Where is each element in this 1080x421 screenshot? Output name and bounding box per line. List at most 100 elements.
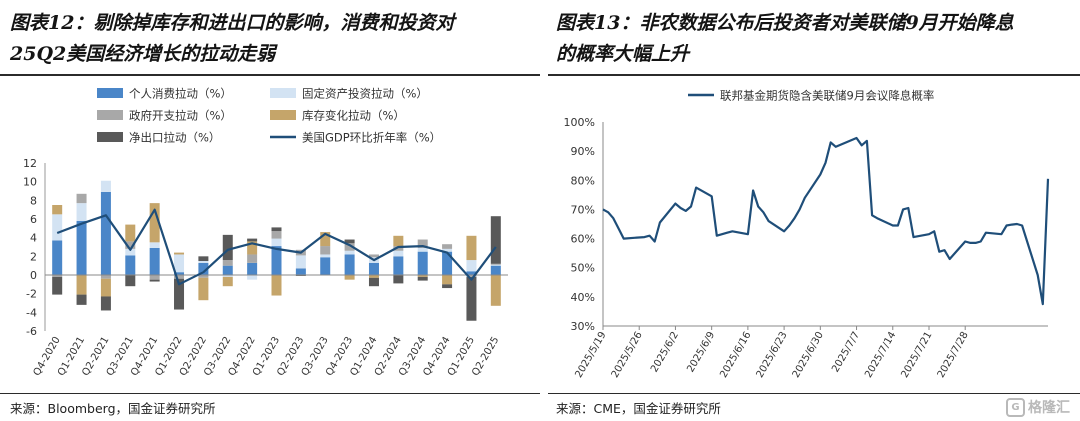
bar-segment-investment [320,254,331,258]
bar-segment-net_export [52,276,63,295]
bar-segment-government [52,275,63,277]
bar-segment-net_export [417,276,428,281]
y-tick-label: 60% [571,233,595,246]
y-tick-label: 12 [23,157,37,170]
x-tick-label: 2025/6/23 [755,330,790,380]
watermark-text: 格隆汇 [1028,400,1070,416]
y-tick-label: 80% [571,174,595,187]
legend-label: 库存变化拉动（%） [302,109,405,123]
probability-line [602,136,1050,306]
watermark-logo-icon: G [1006,397,1025,417]
bar-segment-government [271,231,282,239]
right-title-rule [548,74,1080,76]
rate-cut-probability-chart: 联邦基金期货隐含美联储9月会议降息概率 30% 40% 50% 60% 70% 80% 90%… [564,89,1050,380]
legend-swatch-inventory [270,110,296,120]
legend-label: 政府开支拉动（%） [129,109,232,123]
bar-segment-investment [466,260,477,272]
bar-segment-inventory [52,205,63,215]
bar-segment-consumption [198,262,209,275]
bar-segment-net_export [100,296,111,311]
x-tick-label: 2025/6/16 [718,330,753,380]
y-tick-label: 50% [571,262,595,275]
bar-segment-net_export [393,275,404,284]
y-tick-label: -4 [26,306,37,319]
right-source: 来源：CME，国金证券研究所 [556,401,721,416]
gdp-line [56,208,497,286]
right-title-line1: 图表13：非农数据公布后投资者对美联储9月开始降息 [556,12,1014,34]
y-tick-label: 30% [571,320,595,333]
x-tick-label: 2025/6/2 [649,330,681,374]
bar-segment-government [344,243,355,251]
bar-segment-consumption [393,256,404,275]
y-tick-label: 0 [30,269,37,282]
bar-segment-government [442,244,453,249]
bar-segment-inventory [100,278,111,297]
bar-segment-net_export [149,279,160,282]
bar-segment-net_export [222,234,233,261]
x-tick-label: 2025/5/26 [610,330,645,380]
y-tick-label: 100% [564,116,595,129]
legend-label: 联邦基金期货隐含美联储9月会议降息概率 [720,89,934,103]
bar-segment-investment [344,250,355,255]
bar-segment-government [222,260,233,266]
bar-segment-consumption [76,220,87,275]
watermark: G 格隆汇 [1006,397,1070,417]
bar-segment-investment [222,275,233,277]
legend-label: 净出口拉动（%） [129,131,220,145]
bar-segment-investment [125,248,136,256]
bar-segment-net_export [368,277,379,287]
bar-segment-inventory [442,275,453,285]
bar-segment-consumption [295,268,306,275]
bar-segment-government [100,275,111,279]
bar-segment-investment [442,248,453,252]
left-title-rule [0,74,540,76]
bar-segment-investment [52,214,63,241]
right-panel: 图表13：非农数据公布后投资者对美联储9月开始降息 的概率大幅上升 联邦基金期货… [548,0,1080,421]
bar-segment-inventory [149,203,160,243]
bar-segment-inventory [417,275,428,277]
left-title-line1: 图表12：剔除掉库存和进出口的影响，消费和投资对 [10,12,455,34]
bar-segment-investment [100,180,111,192]
bar-segment-inventory [247,241,258,255]
bar-segment-net_export [247,238,258,242]
bar-segment-net_export [271,227,282,232]
bar-segment-government [198,275,209,278]
bar-segment-inventory [76,275,87,295]
bar-segment-government [125,241,136,249]
bar-segment-inventory [125,224,136,242]
bar-segment-consumption [100,191,111,275]
bar-segment-investment [76,203,87,221]
y-tick-label: 40% [571,291,595,304]
bar-segment-investment [149,242,160,248]
y-tick-label: 8 [30,194,37,207]
y-tick-label: 4 [30,232,37,245]
bar-segment-consumption [490,265,501,275]
bar-segment-consumption [52,240,63,275]
bar-segment-inventory [393,235,404,247]
bar-segment-consumption [442,251,453,275]
bar-segment-consumption [247,262,258,275]
bar-segment-investment [247,275,258,280]
left-panel: 图表12：剔除掉库存和进出口的影响，消费和投资对 25Q2美国经济增长的拉动走弱… [0,12,540,416]
right-source-rule [548,393,1080,394]
bar-segment-government [320,246,331,255]
legend-swatch-investment [270,88,296,98]
legend-swatch-consumption [97,88,123,98]
legend-label: 固定资产投资拉动（%） [302,87,428,101]
x-tick-label: 2025/7/28 [936,330,971,380]
bar-segment-inventory [490,275,501,306]
legend-label: 美国GDP环比折年率（%） [302,131,441,145]
bar-segment-consumption [417,251,428,275]
left-source-rule [0,393,540,394]
x-tick-label: 2025/7/14 [863,330,898,380]
bar-segment-consumption [149,247,160,275]
bar-segment-government [417,239,428,248]
bar-segment-net_export [490,216,501,264]
bar-segment-net_export [125,275,136,287]
bar-segment-consumption [320,257,331,275]
legend-label: 个人消费拉动（%） [129,87,232,101]
y-tick-label: 90% [571,145,595,158]
x-tick-label: 2025/6/9 [685,330,717,374]
bar-segment-government [149,275,160,280]
bar-segment-government [393,246,404,251]
